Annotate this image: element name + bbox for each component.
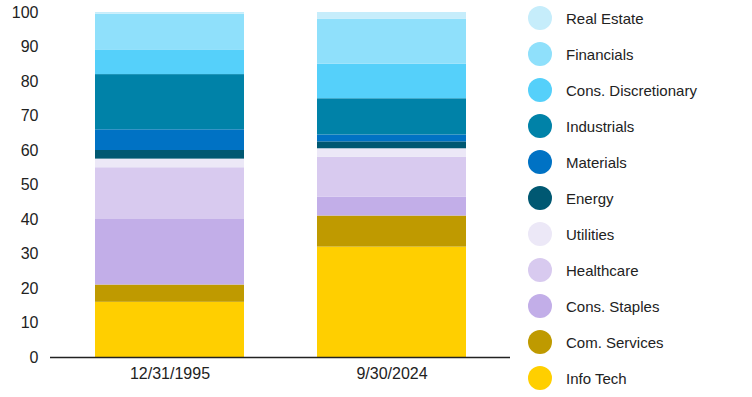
svg-text:50: 50: [21, 176, 39, 193]
svg-text:9/30/2024: 9/30/2024: [356, 365, 427, 382]
svg-text:40: 40: [21, 211, 39, 228]
html-text:Industrials: Industrials: [566, 117, 635, 135]
svg-text:70: 70: [21, 107, 39, 124]
html-text:Healthcare: Healthcare: [566, 261, 639, 279]
svg-text:0: 0: [30, 349, 39, 366]
html-text:Real Estate: Real Estate: [566, 9, 644, 27]
svg-text:12/31/1995: 12/31/1995: [130, 365, 210, 382]
svg-text:100: 100: [12, 4, 39, 21]
svg-text:10: 10: [21, 314, 39, 331]
html-text:Energy: Energy: [566, 189, 614, 207]
html-text:Info Tech: Info Tech: [566, 369, 627, 387]
svg-text:20: 20: [21, 280, 39, 297]
html-text:Com. Services: Com. Services: [566, 333, 664, 351]
html-text:Cons. Staples: Cons. Staples: [566, 297, 660, 315]
html-text:Financials: Financials: [566, 45, 634, 63]
html-text:Materials: Materials: [566, 153, 627, 171]
svg-text:80: 80: [21, 73, 39, 90]
svg-text:60: 60: [21, 142, 39, 159]
html-text:Utilities: Utilities: [566, 225, 615, 243]
html-text:Cons. Discretionary: Cons. Discretionary: [566, 81, 697, 99]
svg-text:30: 30: [21, 245, 39, 262]
svg-text:90: 90: [21, 38, 39, 55]
